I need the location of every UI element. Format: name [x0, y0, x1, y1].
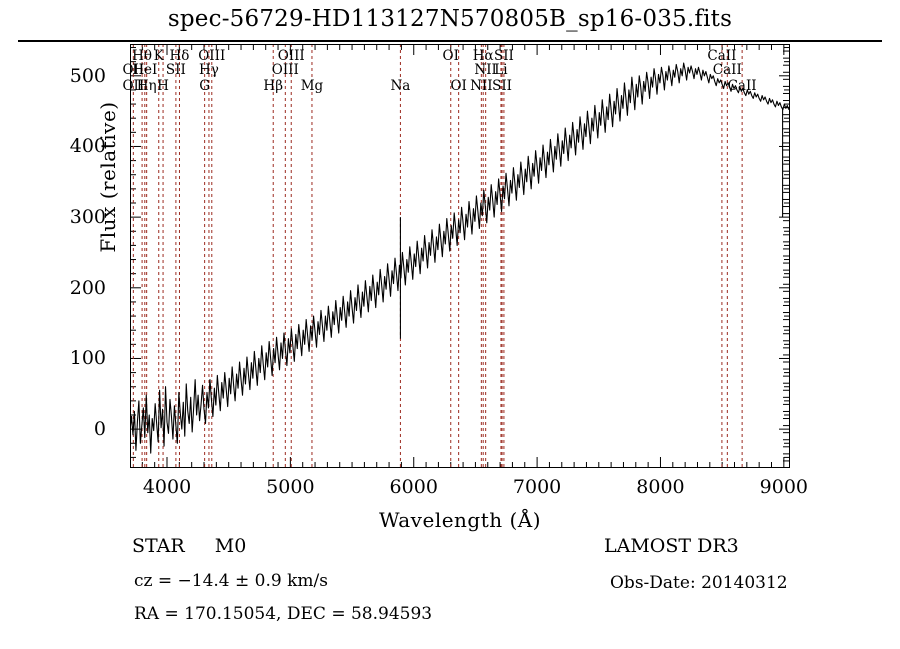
y-tick-0: 0	[93, 418, 106, 441]
x-tick-4000: 4000	[142, 476, 192, 498]
line-label-OII-3727: OII	[122, 62, 145, 78]
line-label-OI-6300: OI	[442, 48, 459, 64]
line-label-CaII-8662: CaII	[727, 78, 757, 94]
line-label-Mg-5175: Mg	[300, 78, 324, 94]
y-tick-100: 100	[69, 347, 106, 370]
line-label-SII-4072: SII	[165, 62, 186, 78]
line-label-NII-6548: NII	[470, 78, 493, 94]
line-label-SII-6731: SII	[493, 48, 514, 64]
plot-frame	[130, 44, 790, 468]
spectrum-plot-svg	[130, 44, 790, 468]
line-label-CaII-8542: CaII	[712, 62, 742, 78]
obs-date: Obs-Date: 20140312	[610, 573, 788, 593]
line-label-OI-6364: OI	[450, 78, 467, 94]
y-tick-400: 400	[69, 135, 106, 158]
line-label-H-4340: Hγ	[199, 62, 219, 78]
radial-velocity: cz = −14.4 ± 0.9 km/s	[134, 571, 328, 591]
line-label-OIII-5007: OIII	[277, 48, 305, 64]
line-label-NII-6583: NII	[474, 62, 497, 78]
x-axis-label: Wavelength (Å)	[378, 508, 542, 532]
coordinates: RA = 170.15054, DEC = 58.94593	[134, 604, 433, 624]
plot-area: OII OII Hθ HeI Hη K H SII Hδ G Hγ OIII Hβ OIII OIII Mg N…	[122, 44, 790, 468]
line-label-K-3933: K	[153, 48, 164, 64]
page-title: spec-56729-HD113127N570805B_sp16-035.fit…	[167, 6, 733, 32]
line-label-G-4305: G	[199, 78, 211, 94]
x-tick-5000: 5000	[266, 476, 315, 498]
line-label-H-6563: Hα	[472, 48, 494, 64]
y-tick-300: 300	[69, 206, 106, 229]
line-label-CaII-8498: CaII	[707, 48, 737, 64]
x-tick-7000: 7000	[512, 476, 562, 498]
line-label-H-4861: Hβ	[263, 78, 284, 94]
x-tick-8000: 8000	[636, 476, 685, 498]
line-label-OII-3727: OII	[122, 78, 145, 94]
title-divider	[18, 40, 882, 42]
line-label-H-4101: Hδ	[169, 48, 190, 64]
x-tick-9000: 9000	[759, 476, 809, 498]
y-axis-label: Flux (relative)	[96, 101, 120, 253]
object-type: STAR	[132, 535, 185, 557]
y-tick-200: 200	[69, 276, 106, 299]
x-tick-6000: 6000	[389, 476, 438, 498]
survey-label: LAMOST DR3	[604, 535, 739, 557]
spectral-class: M0	[214, 535, 247, 557]
line-label-OIII-4959: OIII	[271, 62, 299, 78]
y-tick-500: 500	[69, 64, 106, 87]
object-type-label: STAR M0	[132, 535, 246, 557]
line-label-HeI-3820: HeI	[132, 62, 158, 78]
line-label-Na-5892: Na	[390, 78, 411, 94]
line-label-OIII-4363: OIII	[198, 48, 226, 64]
line-label-H-3835: Hη	[136, 78, 157, 94]
line-label-Li-6707: Li	[494, 62, 508, 78]
line-label-SII-6716: SII	[492, 78, 513, 94]
line-label-H-3798: Hθ	[132, 48, 153, 64]
line-label-H-3968: H	[157, 78, 169, 94]
